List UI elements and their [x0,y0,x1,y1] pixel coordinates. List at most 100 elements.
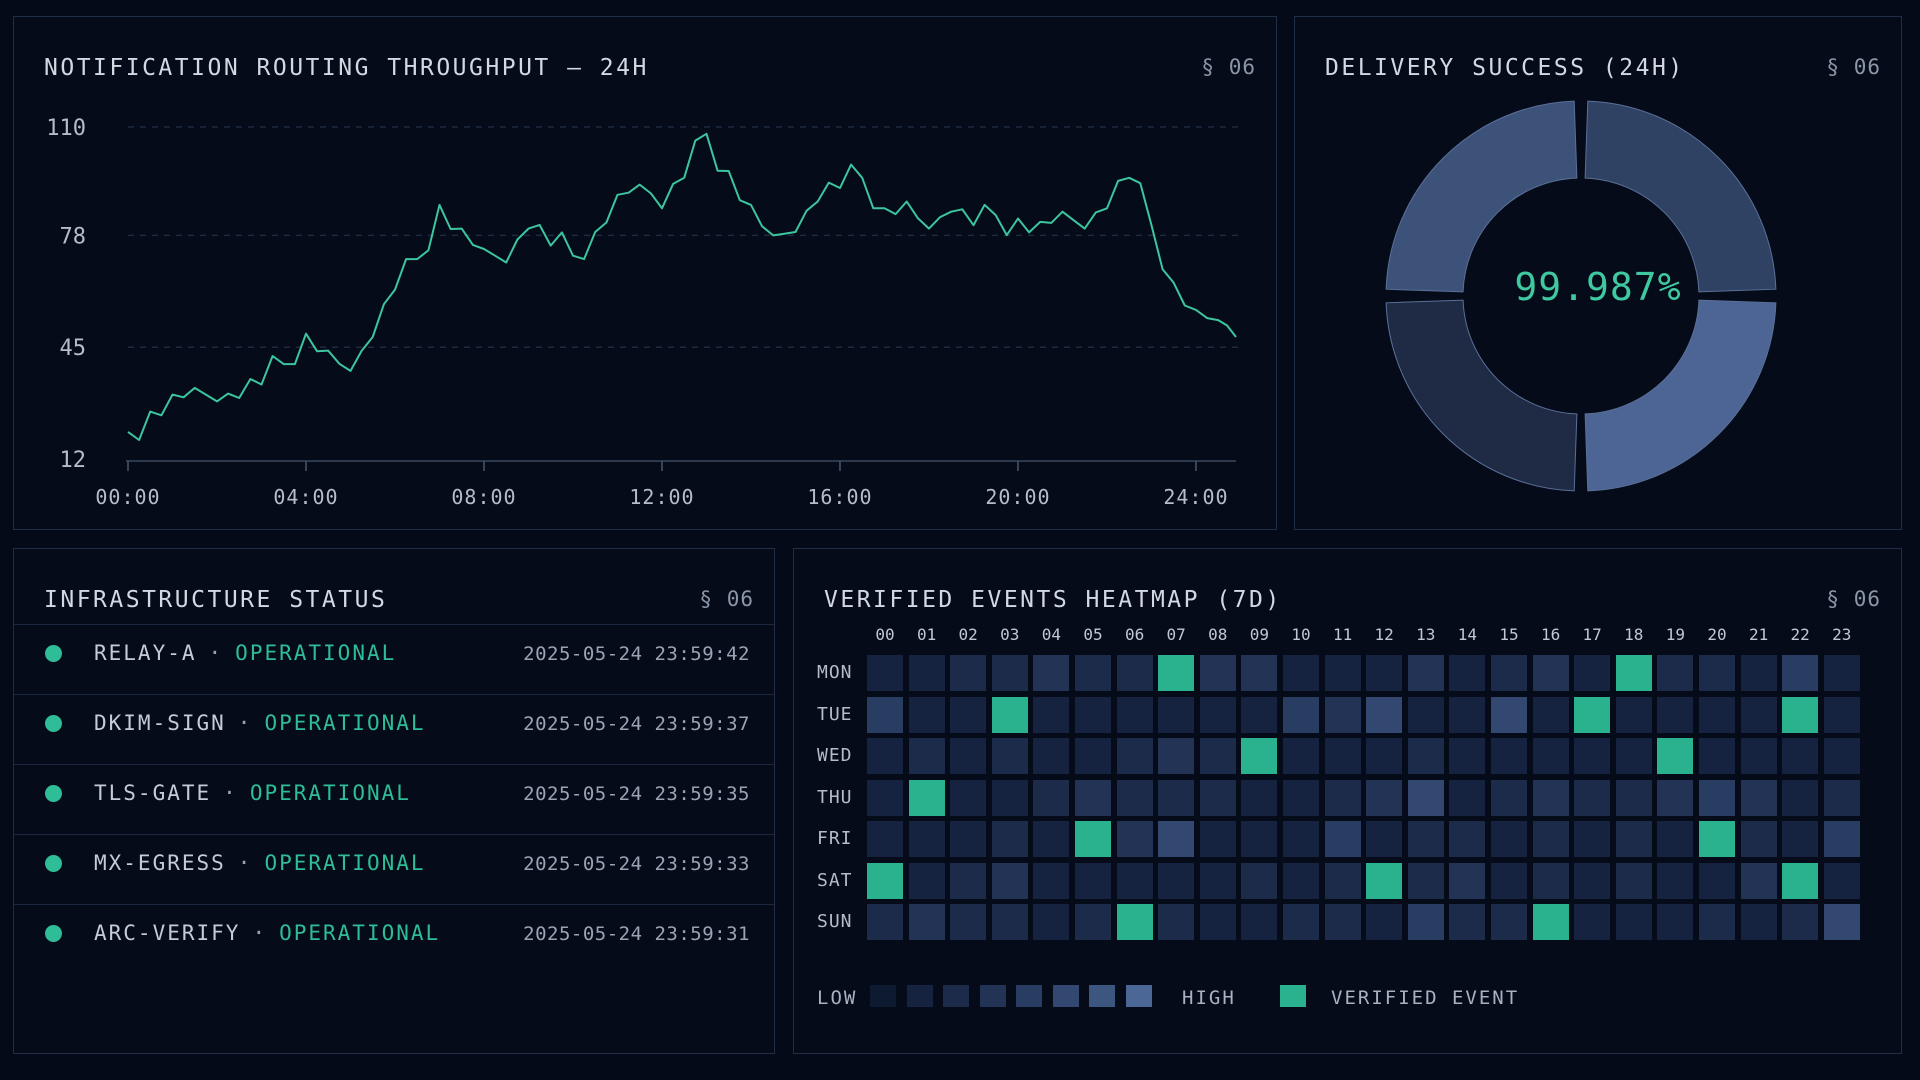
heatmap-cell[interactable] [1491,779,1527,816]
heatmap-cell[interactable] [991,655,1028,691]
heatmap-cell[interactable] [950,821,987,857]
heatmap-cell-verified[interactable] [1574,696,1611,733]
heatmap-cell[interactable] [950,904,987,940]
heatmap-cell-verified[interactable] [908,779,945,816]
heatmap-cell[interactable] [1033,821,1070,857]
heatmap-cell[interactable] [991,904,1028,940]
heatmap-cell[interactable] [1033,779,1070,816]
heatmap-cell[interactable] [1075,904,1111,940]
heatmap-cell[interactable] [1324,655,1361,691]
heatmap-cell[interactable] [1199,821,1236,857]
heatmap-cell[interactable] [1823,655,1860,691]
heatmap-cell[interactable] [1740,696,1777,733]
heatmap-cell[interactable] [1782,738,1819,774]
heatmap-cell[interactable] [1116,655,1153,691]
heatmap-cell[interactable] [1324,904,1361,940]
heatmap-cell[interactable] [1532,696,1569,733]
heatmap-cell[interactable] [1407,862,1444,899]
heatmap-cell[interactable] [1491,655,1527,691]
heatmap-cell[interactable] [867,904,903,940]
heatmap-cell[interactable] [1324,821,1361,857]
heatmap-cell[interactable] [1116,862,1153,899]
heatmap-cell-verified[interactable] [1657,738,1694,774]
heatmap-cell[interactable] [1740,779,1777,816]
heatmap-cell[interactable] [1823,821,1860,857]
heatmap-cell[interactable] [1283,862,1319,899]
heatmap-cell[interactable] [1241,779,1278,816]
heatmap-cell[interactable] [1532,738,1569,774]
heatmap-cell[interactable] [1199,696,1236,733]
heatmap-cell[interactable] [1366,655,1403,691]
heatmap-cell[interactable] [1615,738,1652,774]
heatmap-cell[interactable] [1823,738,1860,774]
heatmap-cell[interactable] [950,779,987,816]
heatmap-cell[interactable] [1449,655,1486,691]
heatmap-cell[interactable] [1532,821,1569,857]
heatmap-cell[interactable] [1199,904,1236,940]
heatmap-cell[interactable] [950,655,987,691]
heatmap-cell[interactable] [1158,738,1195,774]
heatmap-cell[interactable] [1366,779,1403,816]
heatmap-cell-verified[interactable] [1116,904,1153,940]
heatmap-cell[interactable] [1366,696,1403,733]
heatmap-cell[interactable] [991,862,1028,899]
heatmap-cell[interactable] [1199,779,1236,816]
heatmap-cell[interactable] [1407,779,1444,816]
heatmap-cell[interactable] [1740,862,1777,899]
heatmap-cell[interactable] [1449,904,1486,940]
heatmap-cell[interactable] [1532,862,1569,899]
heatmap-cell-verified[interactable] [1075,821,1111,857]
heatmap-cell-verified[interactable] [1782,696,1819,733]
heatmap-cell[interactable] [1407,738,1444,774]
heatmap-cell[interactable] [1283,904,1319,940]
heatmap-cell[interactable] [1158,696,1195,733]
heatmap-cell[interactable] [1699,738,1735,774]
heatmap-cell[interactable] [1283,821,1319,857]
status-row[interactable]: TLS-GATE · OPERATIONAL 2025-05-24 23:59:35 [14,764,774,834]
heatmap-cell-verified[interactable] [991,696,1028,733]
heatmap-cell[interactable] [1782,904,1819,940]
heatmap-cell[interactable] [1407,904,1444,940]
heatmap-cell[interactable] [908,738,945,774]
heatmap-cell[interactable] [867,738,903,774]
heatmap-cell[interactable] [1491,696,1527,733]
heatmap-cell[interactable] [1075,779,1111,816]
heatmap-cell[interactable] [1283,655,1319,691]
heatmap-cell[interactable] [1699,696,1735,733]
heatmap-cell[interactable] [1740,821,1777,857]
heatmap-cell[interactable] [908,696,945,733]
heatmap-cell[interactable] [867,779,903,816]
heatmap-cell[interactable] [1574,862,1611,899]
heatmap-cell[interactable] [908,655,945,691]
heatmap-cell[interactable] [1574,779,1611,816]
heatmap-cell[interactable] [950,738,987,774]
heatmap-cell[interactable] [1574,655,1611,691]
heatmap-cell[interactable] [1699,862,1735,899]
heatmap-cell[interactable] [1782,655,1819,691]
heatmap-cell[interactable] [1782,821,1819,857]
heatmap-cell[interactable] [1033,738,1070,774]
status-row[interactable]: RELAY-A · OPERATIONAL 2025-05-24 23:59:42 [14,624,774,694]
heatmap-cell[interactable] [1823,862,1860,899]
heatmap-cell[interactable] [1574,904,1611,940]
heatmap-cell[interactable] [1158,821,1195,857]
heatmap-cell[interactable] [1241,696,1278,733]
heatmap-cell[interactable] [1740,904,1777,940]
heatmap-cell[interactable] [1657,862,1694,899]
heatmap-cell[interactable] [1241,862,1278,899]
heatmap-cell[interactable] [1782,779,1819,816]
heatmap-cell[interactable] [950,862,987,899]
heatmap-cell[interactable] [1615,821,1652,857]
heatmap-cell[interactable] [1116,696,1153,733]
heatmap-cell[interactable] [1449,821,1486,857]
heatmap-cell[interactable] [1449,862,1486,899]
heatmap-cell-verified[interactable] [1241,738,1278,774]
heatmap-cell[interactable] [867,696,903,733]
heatmap-cell[interactable] [1283,738,1319,774]
heatmap-cell[interactable] [1241,655,1278,691]
heatmap-cell[interactable] [1657,821,1694,857]
heatmap-cell[interactable] [1407,655,1444,691]
heatmap-cell[interactable] [908,821,945,857]
heatmap-cell[interactable] [1532,655,1569,691]
heatmap-cell[interactable] [1823,779,1860,816]
